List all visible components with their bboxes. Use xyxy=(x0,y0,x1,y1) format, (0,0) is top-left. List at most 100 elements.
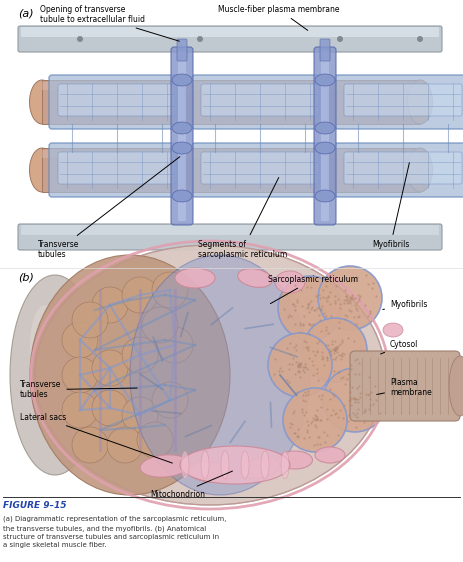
FancyBboxPatch shape xyxy=(18,224,442,250)
Text: (b): (b) xyxy=(18,272,34,282)
FancyBboxPatch shape xyxy=(49,143,185,197)
Circle shape xyxy=(72,302,108,338)
Circle shape xyxy=(62,322,98,358)
FancyBboxPatch shape xyxy=(192,143,328,197)
Ellipse shape xyxy=(172,122,192,134)
FancyBboxPatch shape xyxy=(201,152,319,184)
Circle shape xyxy=(122,337,158,373)
Ellipse shape xyxy=(407,148,432,192)
Circle shape xyxy=(77,36,83,42)
Circle shape xyxy=(152,382,188,418)
Circle shape xyxy=(62,392,98,428)
Text: Mitochondrion: Mitochondrion xyxy=(150,471,232,499)
Ellipse shape xyxy=(383,363,403,377)
FancyBboxPatch shape xyxy=(192,75,328,129)
Circle shape xyxy=(283,388,347,452)
Ellipse shape xyxy=(140,455,190,477)
Ellipse shape xyxy=(315,447,345,463)
Circle shape xyxy=(107,427,143,463)
Circle shape xyxy=(417,36,423,42)
Ellipse shape xyxy=(240,457,280,478)
Text: Cytosol: Cytosol xyxy=(381,340,419,354)
FancyBboxPatch shape xyxy=(314,47,336,225)
Text: Sarcoplasmic reticulum: Sarcoplasmic reticulum xyxy=(268,275,358,303)
Ellipse shape xyxy=(10,275,100,475)
Ellipse shape xyxy=(180,446,290,484)
FancyBboxPatch shape xyxy=(42,150,420,158)
Ellipse shape xyxy=(315,142,335,154)
FancyBboxPatch shape xyxy=(21,225,439,235)
FancyBboxPatch shape xyxy=(321,51,329,221)
Circle shape xyxy=(142,307,178,343)
Ellipse shape xyxy=(172,142,192,154)
Ellipse shape xyxy=(383,398,403,412)
Ellipse shape xyxy=(261,451,269,479)
Ellipse shape xyxy=(35,245,385,505)
Circle shape xyxy=(122,397,158,433)
FancyBboxPatch shape xyxy=(18,26,442,52)
Ellipse shape xyxy=(407,80,432,124)
Text: Transverse
tubules: Transverse tubules xyxy=(20,380,137,400)
FancyBboxPatch shape xyxy=(335,75,463,129)
Ellipse shape xyxy=(383,323,403,337)
FancyBboxPatch shape xyxy=(201,84,319,116)
Circle shape xyxy=(137,422,173,458)
FancyBboxPatch shape xyxy=(58,152,176,184)
Ellipse shape xyxy=(181,451,189,479)
Circle shape xyxy=(318,266,382,330)
Circle shape xyxy=(268,333,332,397)
FancyBboxPatch shape xyxy=(320,39,330,61)
Circle shape xyxy=(197,36,203,42)
Ellipse shape xyxy=(30,148,55,192)
Text: Lateral sacs: Lateral sacs xyxy=(20,413,172,463)
Ellipse shape xyxy=(30,255,230,495)
Text: Muscle-fiber plasma membrane: Muscle-fiber plasma membrane xyxy=(218,5,339,30)
Text: Segments of
sarcoplasmic reticulum: Segments of sarcoplasmic reticulum xyxy=(198,178,287,260)
Text: Myofibrils: Myofibrils xyxy=(383,300,427,310)
Ellipse shape xyxy=(275,271,305,293)
FancyBboxPatch shape xyxy=(178,51,186,221)
Ellipse shape xyxy=(175,268,215,288)
Ellipse shape xyxy=(201,451,209,479)
Ellipse shape xyxy=(188,462,232,482)
Circle shape xyxy=(303,318,367,382)
Circle shape xyxy=(92,287,128,323)
Circle shape xyxy=(157,327,193,363)
Ellipse shape xyxy=(130,255,310,495)
FancyBboxPatch shape xyxy=(177,39,187,61)
Ellipse shape xyxy=(277,451,313,469)
Circle shape xyxy=(92,350,128,386)
FancyBboxPatch shape xyxy=(42,82,420,90)
Ellipse shape xyxy=(315,74,335,86)
FancyBboxPatch shape xyxy=(344,84,462,116)
Circle shape xyxy=(323,368,387,432)
Ellipse shape xyxy=(30,305,60,385)
Ellipse shape xyxy=(172,190,192,202)
Ellipse shape xyxy=(449,356,463,416)
Ellipse shape xyxy=(281,451,289,479)
Circle shape xyxy=(92,390,128,426)
FancyBboxPatch shape xyxy=(49,75,185,129)
Ellipse shape xyxy=(238,269,272,287)
FancyBboxPatch shape xyxy=(58,84,176,116)
FancyBboxPatch shape xyxy=(171,47,193,225)
Text: (a): (a) xyxy=(18,8,34,18)
Ellipse shape xyxy=(30,80,55,124)
FancyBboxPatch shape xyxy=(344,152,462,184)
Ellipse shape xyxy=(315,122,335,134)
FancyBboxPatch shape xyxy=(42,80,420,124)
Ellipse shape xyxy=(172,74,192,86)
Text: Opening of transverse
tubule to extracellular fluid: Opening of transverse tubule to extracel… xyxy=(40,5,179,41)
Circle shape xyxy=(122,277,158,313)
Ellipse shape xyxy=(315,190,335,202)
Circle shape xyxy=(152,272,188,308)
Circle shape xyxy=(72,427,108,463)
FancyBboxPatch shape xyxy=(335,143,463,197)
Text: (a) Diagrammatic representation of the sarcoplasmic reticulum,
the transverse tu: (a) Diagrammatic representation of the s… xyxy=(3,516,226,549)
Text: Transverse
tubules: Transverse tubules xyxy=(38,157,180,260)
Text: Myofibrils: Myofibrils xyxy=(372,163,409,249)
Circle shape xyxy=(278,276,342,340)
Text: FIGURE 9–15: FIGURE 9–15 xyxy=(3,501,67,510)
Ellipse shape xyxy=(221,451,229,479)
FancyBboxPatch shape xyxy=(350,351,460,421)
